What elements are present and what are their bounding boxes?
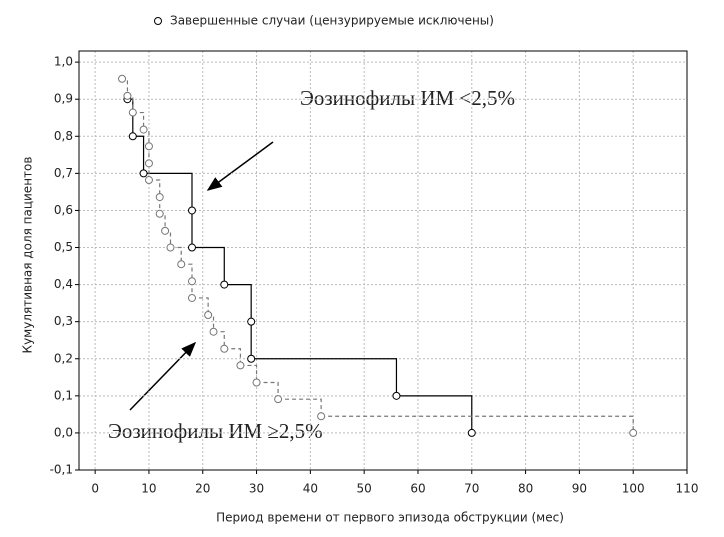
censor-marker — [123, 91, 132, 100]
x-tick-label: 20 — [195, 482, 210, 496]
y-tick-label: 0,5 — [54, 240, 73, 254]
series-annotation: Эозинофилы ИМ ≥2,5% — [108, 419, 323, 443]
censor-marker — [187, 206, 196, 215]
step-segment — [127, 98, 134, 137]
x-tick-label: 50 — [357, 482, 372, 496]
x-tick-label: 60 — [410, 482, 425, 496]
step-segment — [240, 364, 258, 383]
y-tick-label: 0,0 — [54, 425, 73, 439]
censor-marker — [155, 193, 164, 202]
step-segment — [191, 246, 225, 285]
legend-marker — [154, 17, 162, 25]
y-tick-label: 0,6 — [54, 203, 73, 217]
censor-marker — [220, 280, 229, 289]
y-tick-label: -0,1 — [50, 463, 73, 477]
legend-text: Завершенные случаи (цензурируемые исключ… — [170, 14, 494, 28]
x-tick-label: 70 — [464, 482, 479, 496]
censor-marker — [220, 344, 229, 353]
x-tick-label: 100 — [622, 482, 645, 496]
censor-marker — [392, 391, 401, 400]
y-tick-label: 0,8 — [54, 129, 73, 143]
step-segment — [143, 172, 193, 211]
step-segment — [251, 358, 398, 396]
y-tick-label: 0,3 — [54, 314, 73, 328]
censor-marker — [144, 142, 153, 151]
y-tick-label: 0,7 — [54, 166, 73, 180]
censor-marker — [209, 327, 218, 336]
censor-marker — [161, 226, 170, 235]
censor-marker — [629, 428, 638, 437]
x-tick-label: 30 — [249, 482, 264, 496]
y-tick-label: 0,2 — [54, 351, 73, 365]
censor-marker — [139, 169, 148, 178]
censor-marker — [274, 395, 283, 404]
censor-marker — [247, 354, 256, 363]
x-tick-label: 80 — [518, 482, 533, 496]
arrow — [206, 141, 274, 191]
censor-marker — [144, 159, 153, 168]
censor-marker — [252, 378, 261, 387]
censor-marker — [467, 428, 476, 437]
step-segment — [256, 381, 279, 400]
step-segment — [132, 135, 145, 174]
y-tick-label: 0,1 — [54, 388, 73, 402]
step-segment — [224, 284, 252, 322]
censor-marker — [187, 243, 196, 252]
y-axis-label: Кумулятивная доля пациентов — [21, 157, 35, 354]
censor-marker — [317, 412, 326, 421]
censor-marker — [128, 108, 137, 117]
x-tick-label: 110 — [676, 482, 699, 496]
censor-marker — [177, 260, 186, 269]
x-tick-label: 90 — [572, 482, 587, 496]
censor-marker — [118, 74, 127, 83]
step-segment — [396, 395, 473, 433]
censor-marker — [128, 132, 137, 141]
censor-marker — [144, 176, 153, 185]
x-axis-label: Период времени от первого эпизода обстру… — [216, 511, 564, 525]
censor-marker — [139, 125, 148, 134]
step-segment — [191, 297, 209, 316]
step-segment — [278, 398, 322, 417]
x-tick-label: 0 — [91, 482, 99, 496]
censor-marker — [247, 317, 256, 326]
step-segment — [321, 415, 634, 433]
y-tick-label: 0,9 — [54, 92, 73, 106]
y-tick-label: 0,4 — [54, 277, 73, 291]
censor-marker — [187, 277, 196, 286]
y-tick-label: 1,0 — [54, 55, 73, 69]
step-segment — [224, 348, 242, 366]
plot-frame — [78, 50, 688, 471]
arrow — [129, 341, 197, 411]
x-tick-label: 40 — [303, 482, 318, 496]
censor-marker — [166, 243, 175, 252]
series-annotation: Эозинофилы ИМ <2,5% — [300, 86, 515, 110]
censor-marker — [155, 209, 164, 218]
censor-marker — [204, 311, 213, 320]
censor-marker — [187, 293, 196, 302]
censor-marker — [236, 361, 245, 370]
x-tick-label: 10 — [141, 482, 156, 496]
